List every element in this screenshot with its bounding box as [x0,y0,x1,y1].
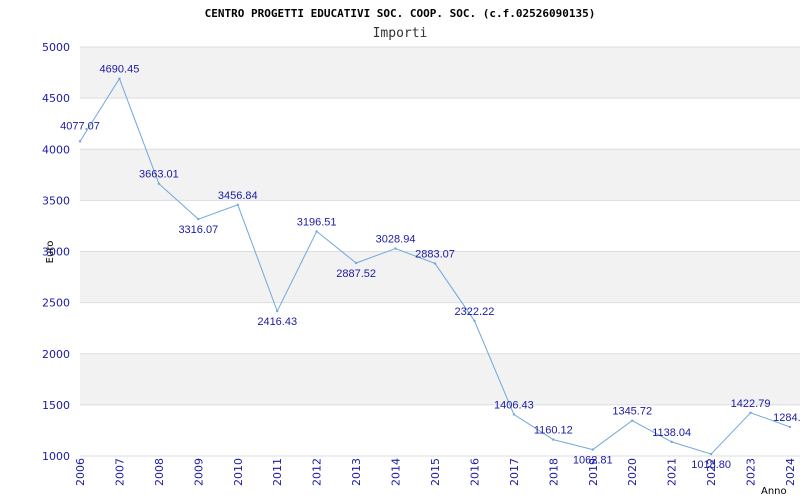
data-label: 1138.04 [652,427,691,439]
data-label: 2322.22 [455,306,495,318]
grid-band [80,251,800,303]
y-tick-label: 5000 [42,41,70,54]
x-tick-label: 2006 [74,458,87,486]
x-tick-label: 2010 [232,458,245,486]
data-point [157,182,161,185]
data-label: 2887.52 [336,268,376,280]
data-point [197,217,200,221]
data-point [473,319,476,323]
data-point [118,77,121,80]
data-label: 1018.80 [691,459,731,471]
x-tick-label: 2020 [626,458,639,486]
data-point [276,309,279,313]
data-point [591,448,594,451]
data-label: 4690.45 [100,64,140,76]
chart-subtitle: Importi [373,26,428,41]
x-tick-label: 2018 [547,458,560,486]
x-tick-label: 2022 [705,458,718,486]
x-tick-label: 2007 [113,458,126,486]
x-axis-label: Anno [761,486,787,497]
data-label: 3663.01 [139,169,179,181]
y-tick-label: 3500 [42,194,70,207]
x-tick-label: 2008 [153,458,166,486]
data-point [631,419,634,422]
data-label: 1345.72 [612,406,652,418]
data-label: 3456.84 [218,190,258,202]
data-labels: 4077.07 4690.45 3663.01 3316.07 3456.84 2416.… [60,64,800,471]
x-axis-ticks: 2006 2007 2008 2009 2010 2011 2012 2013 2014 2015… [74,458,797,486]
data-label: 1062.81 [573,455,613,467]
data-label: 4077.07 [60,120,100,132]
y-tick-label: 4000 [42,143,70,156]
grid-band [80,149,800,201]
data-label: 1406.43 [494,399,534,411]
x-tick-label: 2019 [587,458,600,486]
data-point [749,411,752,414]
data-label: 3028.94 [376,234,416,246]
data-point [433,262,437,265]
y-tick-label: 3000 [42,246,70,259]
data-point [552,438,555,441]
x-tick-label: 2023 [745,458,758,486]
y-axis-label: Euro [45,241,56,264]
data-point [236,203,239,206]
series-line-group [78,77,792,456]
grid-lines [80,46,800,457]
data-label: 1422.79 [731,398,771,410]
x-tick-label: 2009 [192,458,205,486]
x-tick-label: 2016 [468,458,481,486]
data-point [670,440,673,444]
x-tick-label: 2013 [350,458,363,486]
data-point [78,140,82,143]
data-point [512,413,516,416]
chart-title: CENTRO PROGETTI EDUCATIVI SOC. COOP. SOC… [205,7,596,20]
grid-bands [80,47,800,405]
x-tick-label: 2021 [666,458,679,486]
data-label: 3316.07 [178,224,218,236]
y-tick-label: 1000 [42,450,70,463]
x-tick-label: 2024 [784,458,797,486]
x-tick-label: 2015 [429,458,442,486]
y-axis-ticks: 1000 1500 2000 2500 3000 3500 4000 4500 5000 [42,41,70,463]
y-tick-label: 4500 [42,92,70,105]
data-point [354,261,358,265]
data-point [709,452,713,456]
data-label: 2883.07 [415,248,455,260]
data-label: 1160.12 [534,425,573,437]
data-label: 1284.5 [773,412,800,424]
grid-band [80,47,800,99]
data-point [394,247,397,250]
data-label: 3196.51 [297,216,337,228]
y-tick-label: 1500 [42,399,70,412]
x-tick-label: 2011 [271,458,284,486]
y-tick-label: 2500 [42,297,70,310]
data-point [788,425,792,429]
x-tick-label: 2012 [311,458,324,486]
data-point [315,230,318,233]
x-tick-label: 2017 [508,458,521,486]
grid-band [80,353,800,405]
data-label: 2416.43 [257,316,297,328]
x-tick-label: 2014 [390,458,403,486]
y-tick-label: 2000 [42,348,70,361]
